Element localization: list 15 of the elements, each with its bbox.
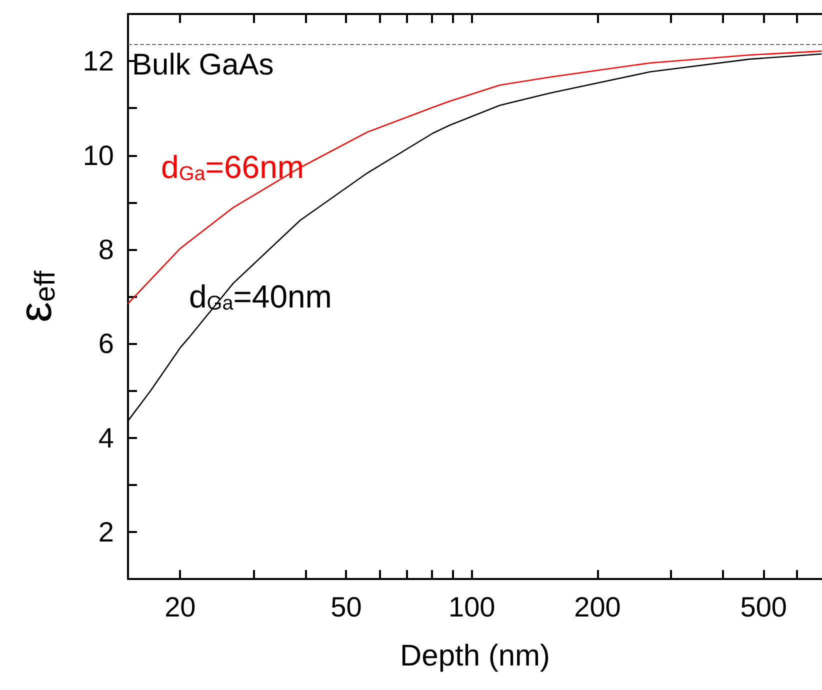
y-tick-label: 10 xyxy=(82,140,114,171)
y-tick-label: 12 xyxy=(82,46,114,77)
ref-line-label: Bulk GaAs xyxy=(132,48,274,82)
y-tick-label: 2 xyxy=(98,516,114,548)
x-tick-label: 500 xyxy=(740,592,787,622)
y-tick-label: 6 xyxy=(98,328,114,360)
x-axis-title: Depth (nm) xyxy=(400,640,550,672)
y-axis-title: εeff xyxy=(9,270,62,322)
y-tick-label: 8 xyxy=(98,234,114,265)
x-tick-label: 20 xyxy=(164,592,196,622)
y-tick-label: 4 xyxy=(98,422,114,454)
series-label: dGa=66nm xyxy=(161,149,304,186)
x-tick-label: 100 xyxy=(448,592,496,622)
x-tick-label: 200 xyxy=(574,592,621,622)
x-tick-label: 50 xyxy=(330,592,362,622)
